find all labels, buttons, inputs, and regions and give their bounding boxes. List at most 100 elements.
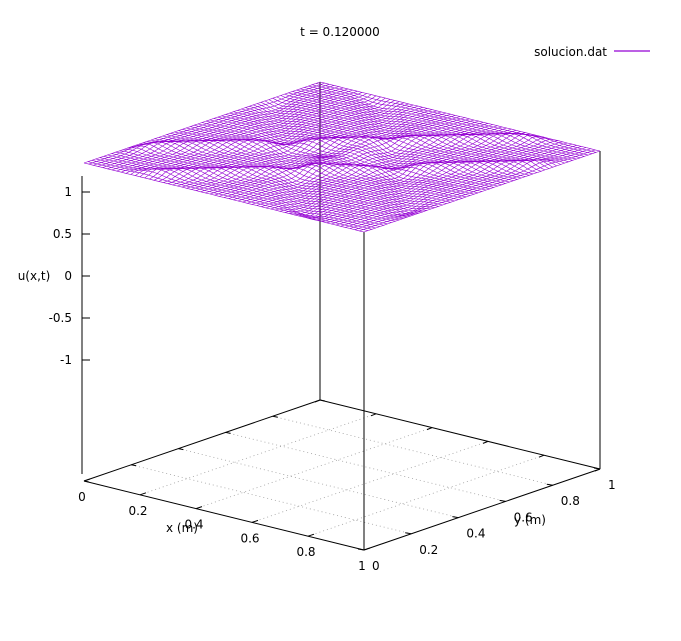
surface-line-y bbox=[213, 118, 494, 188]
surface-line-y bbox=[256, 103, 538, 173]
x-tick bbox=[363, 547, 371, 551]
z-tick-label: 0 bbox=[64, 269, 72, 283]
surface-line-y bbox=[87, 161, 368, 231]
x-tick-label: 0.8 bbox=[296, 545, 315, 559]
surface-line-y bbox=[146, 141, 427, 212]
x-axis-line bbox=[83, 480, 365, 551]
y-tick-back bbox=[178, 448, 184, 451]
x-tick bbox=[251, 519, 259, 523]
z-tick-label: -0.5 bbox=[49, 311, 72, 325]
grid-line-x bbox=[195, 427, 433, 509]
surface-line-y bbox=[186, 127, 467, 198]
surface-line-y bbox=[103, 156, 384, 226]
grid-line-x bbox=[307, 454, 545, 537]
y-tick-label: 0.8 bbox=[561, 494, 580, 508]
surface-line-y bbox=[217, 116, 498, 187]
y-tick bbox=[405, 532, 412, 535]
base-edge-back-right bbox=[319, 399, 601, 470]
z-tick-label: 0.5 bbox=[53, 227, 72, 241]
surface-line-y bbox=[198, 123, 479, 194]
y-tick bbox=[593, 467, 601, 470]
surface-line-y bbox=[194, 124, 475, 195]
y-tick-back bbox=[225, 431, 231, 434]
surface-line-y bbox=[229, 112, 510, 183]
grid-line-x bbox=[139, 413, 377, 496]
x-tick-back bbox=[370, 413, 377, 417]
surface-line-y bbox=[142, 141, 424, 213]
surface-line-y bbox=[139, 142, 420, 214]
surface-line-y bbox=[292, 91, 573, 161]
surface-line-y bbox=[91, 160, 372, 230]
y-tick-back bbox=[319, 399, 326, 402]
x-tick-back bbox=[482, 440, 489, 444]
y-tick bbox=[499, 499, 506, 502]
surface-line-y bbox=[158, 137, 439, 207]
y-tick-label: 0.6 bbox=[514, 510, 533, 524]
surface-mesh bbox=[83, 81, 601, 233]
grid-line-x bbox=[251, 441, 489, 523]
surface-line-y bbox=[127, 147, 408, 218]
surface-line-y bbox=[312, 84, 593, 154]
surface-line-y bbox=[308, 85, 589, 156]
surface-line-y bbox=[221, 115, 502, 186]
y-tick-back bbox=[272, 415, 278, 418]
z-tick-label: -1 bbox=[60, 353, 72, 367]
y-axis-line bbox=[363, 468, 601, 551]
surface-line-y bbox=[284, 93, 565, 164]
surface-line-y bbox=[190, 126, 471, 196]
legend-label: solucion.dat bbox=[534, 45, 607, 59]
surface-line-y bbox=[95, 158, 376, 229]
grid-line-y bbox=[178, 448, 459, 518]
surface-line-y bbox=[154, 138, 435, 208]
surface-line-y bbox=[209, 119, 490, 190]
surface-line-y bbox=[135, 143, 416, 216]
surface-line-y bbox=[119, 150, 400, 221]
surface-line-y bbox=[178, 130, 459, 200]
y-tick bbox=[546, 483, 553, 486]
surface-line-y bbox=[272, 97, 553, 168]
x-tick-label: 0.6 bbox=[240, 531, 259, 545]
surface-line-y bbox=[111, 153, 392, 223]
x-tick-label: 1 bbox=[358, 559, 366, 573]
surface-line-y bbox=[316, 83, 597, 153]
y-tick-label: 0.2 bbox=[419, 543, 438, 557]
surface-line-y bbox=[205, 120, 486, 191]
z-tick-label: 1 bbox=[64, 185, 72, 199]
x-tick bbox=[195, 506, 203, 510]
surface-line-y bbox=[201, 122, 483, 192]
surface-line-y bbox=[268, 99, 550, 169]
surface-line-y bbox=[182, 129, 463, 199]
surface-line-y bbox=[319, 81, 601, 152]
x-tick-back bbox=[314, 399, 321, 403]
surface-line-y bbox=[233, 111, 514, 181]
surface-line-y bbox=[115, 151, 396, 222]
axis-box bbox=[81, 82, 601, 551]
surface-line-y bbox=[300, 88, 581, 159]
y-tick-label: 0.4 bbox=[466, 527, 485, 541]
y-tick-label: 0 bbox=[372, 559, 380, 573]
x-tick bbox=[139, 492, 147, 496]
y-axis-label: y (m) bbox=[514, 513, 546, 527]
surface-line-y bbox=[276, 96, 557, 167]
surface-line-y bbox=[237, 110, 518, 180]
surface-line-y bbox=[150, 139, 431, 210]
surface-line-y bbox=[260, 102, 542, 172]
y-tick bbox=[452, 516, 459, 519]
surface-line-y bbox=[83, 162, 365, 233]
base-edge-back-left bbox=[83, 399, 321, 482]
surface-line-y bbox=[99, 157, 380, 227]
surface-line-y bbox=[225, 114, 506, 184]
grid-line-y bbox=[272, 415, 553, 486]
surface-line-y bbox=[264, 100, 546, 171]
x-tick bbox=[83, 478, 91, 482]
surface-line-y bbox=[123, 149, 404, 219]
y-tick bbox=[357, 548, 365, 551]
legend: solucion.dat bbox=[534, 45, 650, 59]
surface-line-y bbox=[288, 92, 569, 163]
x-tick-label: 0.2 bbox=[128, 504, 147, 518]
x-tick-label: 0 bbox=[78, 490, 86, 504]
y-tick-label: 1 bbox=[608, 478, 616, 492]
surface-line-y bbox=[107, 154, 388, 225]
